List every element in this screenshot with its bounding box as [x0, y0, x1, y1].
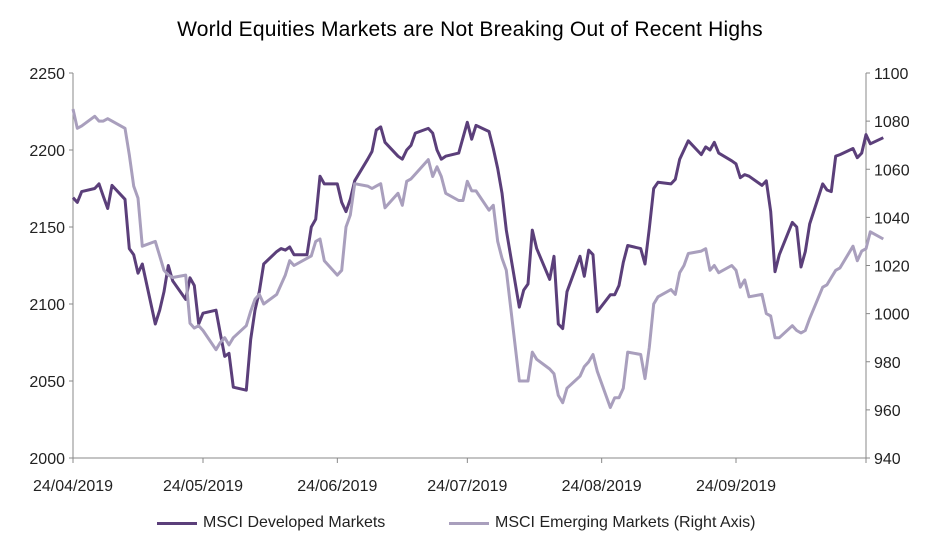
right-tick-label: 1080 — [874, 114, 910, 131]
right-tick-label: 1000 — [874, 307, 910, 324]
x-tick-label: 24/08/2019 — [562, 478, 642, 495]
left-tick-label: 2250 — [29, 66, 65, 83]
legend-swatch-emerging — [449, 521, 489, 525]
left-tick-label: 2200 — [29, 143, 65, 160]
legend-swatch-developed — [157, 521, 197, 525]
legend: MSCI Developed Markets MSCI Emerging Mar… — [0, 514, 940, 538]
legend-item-emerging: MSCI Emerging Markets (Right Axis) — [449, 514, 756, 532]
legend-item-developed: MSCI Developed Markets — [157, 514, 385, 532]
x-tick-label: 24/07/2019 — [427, 478, 507, 495]
chart-title: World Equities Markets are Not Breaking … — [177, 18, 763, 41]
left-tick-label: 2000 — [29, 451, 65, 468]
x-tick-label: 24/04/2019 — [33, 478, 113, 495]
series-line-developed — [71, 120, 884, 392]
left-tick-label: 2050 — [29, 374, 65, 391]
left-tick-label: 2100 — [29, 297, 65, 314]
left-tick-label: 2150 — [29, 220, 65, 237]
right-tick-label: 980 — [874, 355, 901, 372]
right-tick-label: 940 — [874, 451, 901, 468]
right-tick-label: 960 — [874, 403, 901, 420]
right-tick-label: 1060 — [874, 162, 910, 179]
right-tick-label: 1020 — [874, 259, 910, 276]
legend-label-emerging: MSCI Emerging Markets (Right Axis) — [495, 514, 756, 531]
right-tick-label: 1100 — [874, 66, 909, 83]
x-tick-label: 24/09/2019 — [696, 478, 776, 495]
x-tick-label: 24/06/2019 — [297, 478, 377, 495]
series-line-emerging — [71, 108, 885, 409]
x-tick-label: 24/05/2019 — [163, 478, 243, 495]
right-tick-label: 1040 — [874, 210, 910, 227]
legend-label-developed: MSCI Developed Markets — [203, 514, 386, 531]
